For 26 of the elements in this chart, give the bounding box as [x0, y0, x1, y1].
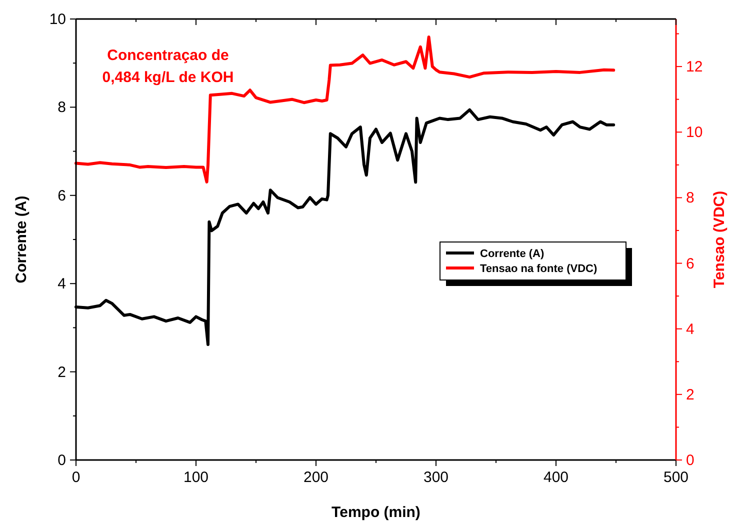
legend-label: Corrente (A) [480, 248, 545, 260]
y2-tick-label: 2 [686, 386, 694, 404]
y2-tick-label: 12 [686, 58, 703, 76]
x-tick-label: 400 [543, 469, 569, 486]
x-tick-label: 200 [303, 469, 329, 486]
legend-label: Tensao na fonte (VDC) [480, 263, 598, 275]
y2-tick-label: 4 [686, 320, 694, 338]
y-tick-label: 0 [58, 452, 66, 469]
x-tick-label: 300 [423, 469, 449, 486]
x-tick-label: 100 [183, 469, 209, 486]
x-tick-label: 500 [663, 469, 689, 486]
y-tick-label: 10 [49, 11, 66, 28]
y2-tick-label: 8 [686, 190, 694, 207]
y-tick-label: 4 [58, 276, 66, 293]
y2-axis-title: Tensao (VDC) [711, 190, 728, 288]
y-tick-label: 8 [58, 99, 66, 116]
annotation: Concentraçao de 0,484 kg/L de KOH [102, 47, 234, 86]
line-series [74, 36, 616, 184]
y-tick-label: 2 [58, 364, 66, 381]
y-axis-title: Corrente (A) [13, 196, 30, 284]
y-tick-label: 6 [58, 187, 66, 204]
y2-tick-label: 10 [686, 124, 703, 142]
y2-tick-label: 0 [686, 452, 694, 469]
x-axis-title: Tempo (min) [332, 504, 420, 521]
x-tick-label: 0 [72, 469, 80, 486]
y2-tick-label: 6 [686, 255, 694, 272]
